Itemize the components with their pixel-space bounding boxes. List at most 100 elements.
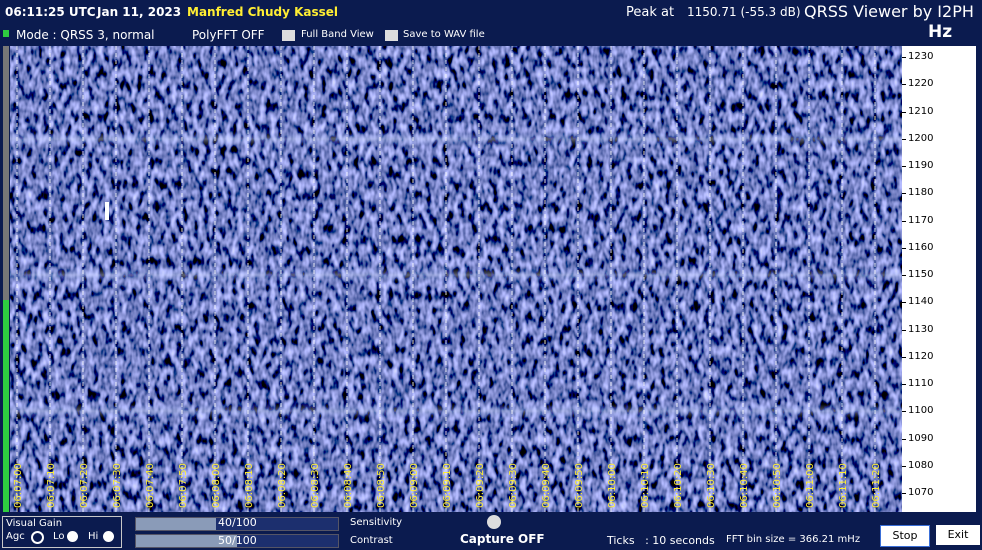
tick-mark <box>902 356 906 358</box>
time-label: 06:09:00 <box>409 463 420 508</box>
tick-mark <box>902 302 906 304</box>
time-label: 06:07:10 <box>46 463 57 508</box>
time-label: 06:09:40 <box>541 463 552 508</box>
visual-gain-label: Visual Gain <box>6 518 63 529</box>
frequency-label: 1160 <box>908 241 934 253</box>
tick-mark <box>902 193 906 195</box>
peak-value: 1150.71 (-55.3 dB) <box>687 5 801 19</box>
clock-time: 06:11:25 UTC <box>5 5 96 19</box>
checkbox[interactable] <box>282 30 295 41</box>
frequency-label: 1090 <box>908 432 934 444</box>
time-label: 06:08:50 <box>376 463 387 508</box>
level-meter <box>3 46 9 512</box>
agc-label[interactable]: Agc <box>6 531 25 542</box>
time-label: 06:10:20 <box>673 463 684 508</box>
radio[interactable] <box>103 531 114 542</box>
sensitivity-label: Sensitivity <box>350 517 403 528</box>
time-label: 06:09:10 <box>442 463 453 508</box>
time-label: 06:10:50 <box>772 463 783 508</box>
exit-button[interactable]: Exit <box>936 525 980 545</box>
time-label: 06:08:40 <box>343 463 354 508</box>
signal-trace <box>10 404 902 418</box>
tick-mark <box>902 84 906 86</box>
tick-mark <box>902 384 906 385</box>
polyfft-status: PolyFFT OFF <box>192 28 265 42</box>
time-label: 06:10:10 <box>640 463 651 508</box>
time-label: 06:11:00 <box>805 463 816 508</box>
signal-trace <box>10 132 902 146</box>
checkbox[interactable] <box>385 30 398 41</box>
slider-fill <box>136 518 216 530</box>
time-label: 06:10:00 <box>607 463 618 508</box>
tick-mark <box>902 247 906 249</box>
time-label: 06:09:50 <box>574 463 585 508</box>
mode: Mode : QRSS 3, normal <box>16 28 155 42</box>
status-led <box>3 30 9 37</box>
lo-label[interactable]: Lo <box>53 531 65 542</box>
tick-mark <box>902 111 906 113</box>
time-label: 06:08:10 <box>244 463 255 508</box>
tick-mark <box>902 438 906 440</box>
app-title: QRSS Viewer by I2PH <box>804 2 974 21</box>
frequency-label: 1070 <box>908 487 934 498</box>
tick-mark <box>902 275 906 276</box>
time-label: 06:09:30 <box>508 463 519 508</box>
save-wav-label[interactable]: Save to WAV file <box>403 29 485 40</box>
capture-status: Capture OFF <box>460 532 545 546</box>
signal-spot <box>105 202 109 220</box>
time-label: 06:08:00 <box>211 463 222 508</box>
time-label: 06:07:20 <box>79 463 90 508</box>
slider-fill <box>136 535 237 547</box>
frequency-label: 1200 <box>908 132 934 144</box>
frequency-label: 1170 <box>908 214 934 226</box>
capture-indicator[interactable] <box>487 515 501 529</box>
tick-mark <box>902 57 906 58</box>
frequency-label: 1180 <box>908 187 934 199</box>
contrast-label: Contrast <box>350 535 393 546</box>
time-label: 06:10:30 <box>706 463 717 508</box>
tick-mark <box>902 166 906 167</box>
time-label: 06:11:10 <box>838 463 849 508</box>
tick-mark <box>902 465 906 467</box>
peak-label: Peak at <box>626 5 675 20</box>
frequency-label: 1230 <box>908 51 934 62</box>
unit-label: Hz <box>928 22 953 42</box>
time-label: 06:11:20 <box>871 463 882 508</box>
frequency-label: 1080 <box>908 459 934 471</box>
stop-button[interactable]: Stop <box>880 525 930 547</box>
frequency-label: 1130 <box>908 323 934 335</box>
signal-trace <box>10 268 902 282</box>
radio[interactable] <box>31 531 44 544</box>
full-band-label[interactable]: Full Band View <box>301 29 374 40</box>
frequency-label: 1220 <box>908 78 934 90</box>
frequency-scale: 1230 1220 1210 1200 1190 1180 1170 1160 1150 1140… <box>902 46 976 512</box>
time-label: 06:07:30 <box>112 463 123 508</box>
frequency-label: 1120 <box>908 350 934 362</box>
time-label: 06:07:50 <box>178 463 189 508</box>
waterfall: 06:07:00 06:07:10 06:07:20 06:07:30 06:07:40… <box>10 46 902 512</box>
time-label: 06:07:40 <box>145 463 156 508</box>
tick-mark <box>902 138 906 140</box>
frequency-label: 1100 <box>908 405 934 417</box>
frequency-label: 1110 <box>908 378 934 389</box>
ticks-info: Ticks : 10 seconds <box>607 534 715 547</box>
radio[interactable] <box>67 531 78 542</box>
tick-mark <box>902 220 906 222</box>
frequency-label: 1190 <box>908 160 934 171</box>
time-label: 06:08:30 <box>310 463 321 508</box>
frequency-label: 1140 <box>908 296 934 308</box>
contrast-value: 50/100 <box>218 534 257 547</box>
visual-gain-group <box>2 516 122 548</box>
time-label: 06:08:20 <box>277 463 288 508</box>
tick-mark <box>902 329 906 331</box>
tick-mark <box>902 411 906 413</box>
hi-label[interactable]: Hi <box>88 531 99 542</box>
tick-mark <box>902 493 906 494</box>
time-label: 06:09:20 <box>475 463 486 508</box>
time-label: 06:07:00 <box>13 463 24 508</box>
level-meter-fill <box>3 300 9 512</box>
frequency-label: 1150 <box>908 269 934 280</box>
fft-bin-info: FFT bin size = 366.21 mHz <box>726 534 861 545</box>
date: Jan 11, 2023 <box>97 5 182 19</box>
